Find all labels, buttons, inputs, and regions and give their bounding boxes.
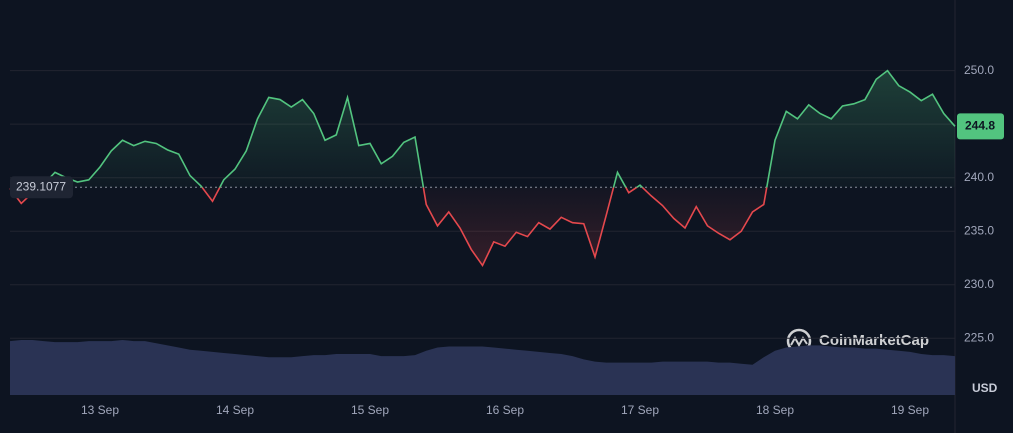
x-tick-label: 14 Sep (216, 403, 254, 417)
x-tick-label: 16 Sep (486, 403, 524, 417)
volume-area (10, 340, 955, 395)
x-tick-label: 15 Sep (351, 403, 389, 417)
y-tick-label: 250.0 (964, 63, 994, 77)
y-tick-label: 240.0 (964, 170, 994, 184)
currency-label: USD (972, 381, 998, 395)
y-tick-label: 225.0 (964, 330, 994, 344)
baseline-label-box (10, 176, 73, 199)
baseline-label: 239.1077 (16, 179, 66, 193)
x-tick-label: 13 Sep (81, 403, 119, 417)
price-line (9, 69, 956, 268)
last-price-label: 244.8 (965, 118, 995, 132)
x-tick-label: 18 Sep (756, 403, 794, 417)
y-tick-label: 230.0 (964, 277, 994, 291)
watermark-text: CoinMarketCap (819, 332, 929, 349)
x-tick-label: 17 Sep (621, 403, 659, 417)
y-tick-label: 235.0 (964, 223, 994, 237)
watermark-logo-mark (790, 335, 808, 348)
x-tick-label: 19 Sep (891, 403, 929, 417)
price-area (10, 70, 955, 266)
last-price-box (957, 113, 1004, 140)
